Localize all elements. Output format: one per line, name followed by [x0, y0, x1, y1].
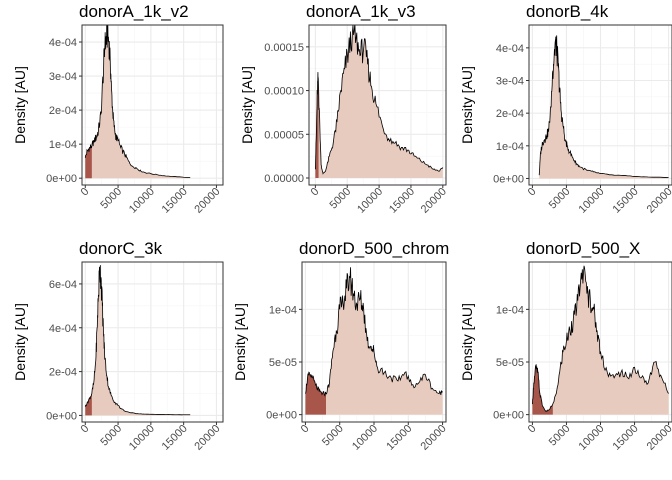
density-line: [84, 25, 191, 178]
y-axis-label: Density [AU]: [459, 303, 475, 381]
y-tick-label: 0e+00: [266, 410, 297, 422]
y-axis-label: Density [AU]: [232, 303, 248, 381]
y-tick-label: 3e-04: [496, 76, 524, 88]
density-area-low: [85, 393, 92, 416]
density-area-low: [532, 364, 553, 415]
x-tick-label: 5000: [547, 423, 573, 449]
y-tick-label: 2e-04: [49, 367, 77, 379]
y-tick-label: 1e-04: [496, 304, 524, 316]
y-tick-label: 2e-04: [496, 108, 524, 120]
x-tick-label: 5000: [98, 186, 124, 212]
panel-border: [308, 24, 447, 186]
density-layer: [314, 25, 444, 179]
density-layer: [84, 265, 191, 416]
y-tick-label: 4e-04: [49, 37, 77, 49]
y-axis-label: Density [AU]: [12, 66, 28, 144]
y-tick-label: 1e-04: [49, 139, 77, 151]
density-area: [532, 265, 669, 415]
panel-border: [81, 261, 224, 423]
density-area-low: [305, 372, 326, 415]
x-tick-label: 15000: [384, 423, 414, 453]
density-area: [85, 265, 191, 416]
x-tick-label: 20000: [645, 423, 672, 453]
x-tick-label: 20000: [645, 186, 672, 216]
x-tick-label: 5000: [328, 186, 354, 212]
x-tick-label: 15000: [387, 186, 417, 216]
x-tick-label: 15000: [611, 186, 641, 216]
y-tick-label: 6e-04: [49, 279, 77, 291]
y-tick-label: 0.00000: [264, 173, 304, 185]
x-tick-label: 10000: [355, 186, 385, 216]
y-axis-label: Density [AU]: [459, 66, 475, 144]
x-tick-label: 10000: [350, 423, 380, 453]
density-line: [84, 265, 191, 416]
y-tick-label: 5e-05: [269, 357, 297, 369]
x-tick-label: 5000: [547, 186, 573, 212]
x-tick-label: 10000: [127, 186, 157, 216]
panel-title: donorA_1k_v2: [79, 2, 189, 21]
panel-border: [81, 24, 224, 186]
y-tick-label: 4e-04: [49, 323, 77, 335]
x-tick-label: 20000: [192, 423, 222, 453]
y-tick-label: 0e+00: [46, 173, 77, 185]
panel-title: donorD_500_chrom: [299, 239, 449, 258]
x-tick-label: 15000: [611, 423, 641, 453]
y-tick-label: 4e-04: [496, 43, 524, 55]
density-area: [539, 35, 669, 179]
x-tick-label: 20000: [419, 423, 449, 453]
density-line: [305, 267, 443, 397]
x-tick-label: 5000: [320, 423, 346, 449]
density-layer: [305, 267, 443, 415]
y-tick-label: 1e-04: [496, 141, 524, 153]
y-tick-label: 1e-04: [269, 304, 297, 316]
y-tick-label: 0e+00: [493, 410, 524, 422]
density-line: [532, 265, 669, 413]
x-tick-label: 15000: [160, 186, 190, 216]
y-axis-label: Density [AU]: [239, 66, 255, 144]
x-tick-label: 5000: [98, 423, 124, 449]
density-layer: [84, 25, 191, 179]
y-axis-label: Density [AU]: [12, 303, 28, 381]
y-tick-label: 0.00015: [264, 42, 304, 54]
panel-title: donorA_1k_v3: [306, 2, 416, 21]
x-tick-label: 10000: [577, 423, 607, 453]
y-tick-label: 2e-04: [49, 105, 77, 117]
y-tick-label: 0e+00: [46, 410, 77, 422]
y-tick-label: 0.00005: [264, 129, 304, 141]
x-tick-label: 20000: [419, 186, 449, 216]
panel-title: donorC_3k: [79, 239, 163, 258]
density-layer: [532, 265, 669, 415]
x-tick-label: 10000: [127, 423, 157, 453]
y-tick-label: 0e+00: [493, 173, 524, 185]
density-line: [538, 35, 669, 178]
density-line: [314, 25, 444, 175]
x-tick-label: 15000: [160, 423, 190, 453]
y-tick-label: 5e-05: [496, 357, 524, 369]
x-tick-label: 20000: [192, 186, 222, 216]
y-tick-label: 3e-04: [49, 71, 77, 83]
density-area: [85, 25, 191, 179]
x-tick-label: 10000: [577, 186, 607, 216]
y-tick-label: 0.00010: [264, 86, 304, 98]
panel-title: donorD_500_X: [526, 239, 640, 258]
density-area: [315, 25, 443, 179]
panel-title: donorB_4k: [526, 2, 609, 21]
density-layer: [538, 35, 669, 179]
